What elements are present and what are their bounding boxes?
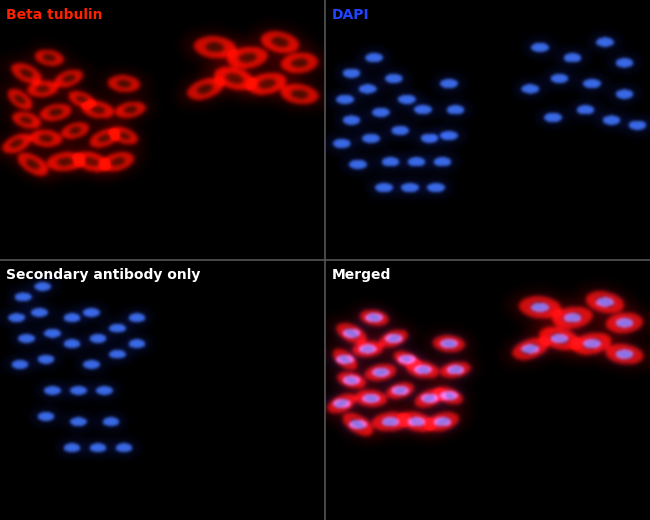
- Text: DAPI: DAPI: [332, 8, 369, 22]
- Text: Secondary antibody only: Secondary antibody only: [6, 268, 201, 282]
- Text: Merged: Merged: [332, 268, 391, 282]
- Text: Beta tubulin: Beta tubulin: [6, 8, 103, 22]
